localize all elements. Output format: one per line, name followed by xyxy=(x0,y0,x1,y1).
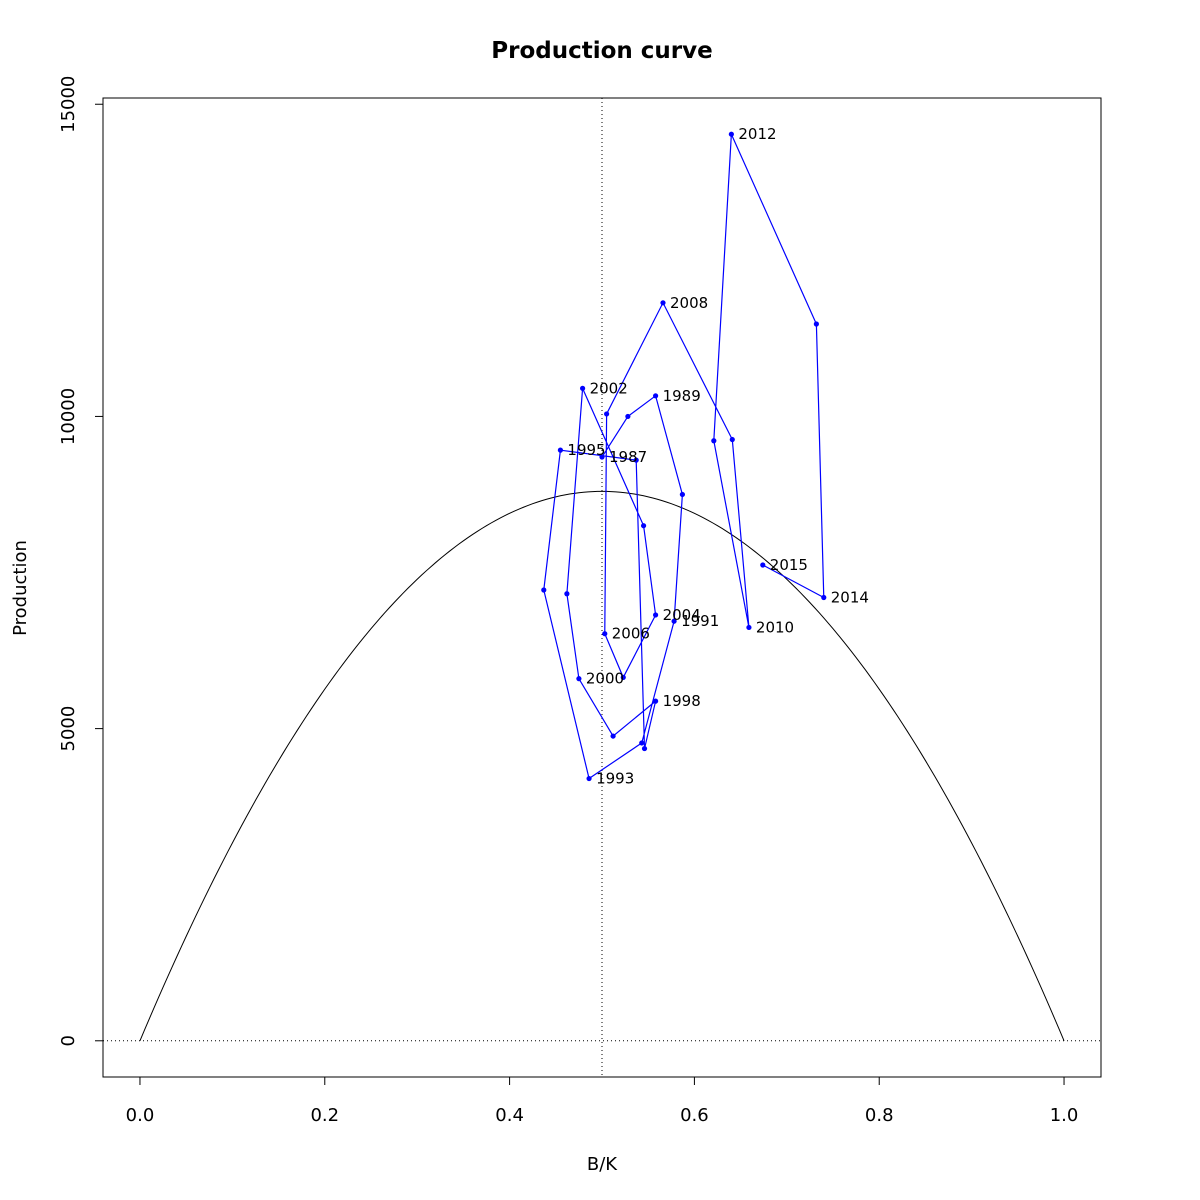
production-curve xyxy=(139,490,1065,1041)
y-tick-label: 5000 xyxy=(58,706,79,752)
data-point xyxy=(586,775,592,782)
x-tick-label: 0.6 xyxy=(680,1105,709,1126)
data-point xyxy=(729,436,735,443)
data-point xyxy=(602,631,608,637)
point-label: 1991 xyxy=(681,612,719,630)
point-labels: 1987 1989 1991 1993 1995 1998 2000 2002 2004 2006… xyxy=(567,125,869,787)
x-tick-label: 0.0 xyxy=(126,1105,155,1126)
data-point xyxy=(746,624,752,631)
data-point xyxy=(641,745,648,752)
point-label: 2010 xyxy=(756,618,794,636)
data-point xyxy=(639,740,645,746)
chart-title: Production curve xyxy=(491,38,712,64)
x-axis-label: B/K xyxy=(587,1154,618,1175)
data-point xyxy=(599,454,605,460)
x-tick-label: 1.0 xyxy=(1050,1105,1079,1126)
data-point xyxy=(711,438,717,444)
data-point xyxy=(633,457,639,463)
data-point xyxy=(660,300,666,306)
data-point xyxy=(671,618,677,624)
data-point xyxy=(576,676,582,682)
point-label: 1987 xyxy=(609,448,647,466)
data-point xyxy=(557,447,564,453)
point-label: 2014 xyxy=(831,588,869,606)
point-label: 2012 xyxy=(738,125,776,143)
x-tick-label: 0.2 xyxy=(310,1105,339,1126)
data-point xyxy=(760,562,766,568)
data-point xyxy=(652,393,659,399)
x-tick-label: 0.4 xyxy=(495,1105,524,1126)
point-label: 2004 xyxy=(663,606,701,624)
data-point xyxy=(564,591,570,597)
data-series xyxy=(541,131,827,782)
x-tick-label: 0.8 xyxy=(865,1105,894,1126)
data-point xyxy=(610,733,616,739)
point-label: 1995 xyxy=(567,441,605,459)
point-label: 1989 xyxy=(663,387,701,405)
production-curve-line xyxy=(139,490,1065,1041)
data-point xyxy=(579,385,586,391)
y-axis-label: Production xyxy=(10,540,31,636)
point-label: 2000 xyxy=(586,670,624,688)
plot-frame xyxy=(102,97,1102,1078)
data-point xyxy=(620,674,626,681)
point-label: 2015 xyxy=(770,556,808,574)
data-point xyxy=(541,587,547,593)
data-point xyxy=(640,523,647,529)
y-tick-label: 10000 xyxy=(58,388,79,445)
point-label: 2002 xyxy=(590,379,628,397)
y-tick-label: 0 xyxy=(58,1035,79,1046)
data-point xyxy=(625,413,631,420)
point-label: 2008 xyxy=(670,294,708,312)
point-label: 1998 xyxy=(663,692,701,710)
data-point xyxy=(813,321,819,327)
data-point xyxy=(821,594,827,601)
axes: 0.0 0.2 0.4 0.6 0.8 1.0 0 5000 10000 15000 xyxy=(58,76,1078,1126)
data-point xyxy=(728,131,734,137)
y-tick-label: 15000 xyxy=(58,76,79,133)
point-label: 2006 xyxy=(612,625,650,643)
data-point xyxy=(604,411,610,417)
data-point xyxy=(679,491,685,498)
data-point xyxy=(652,612,659,618)
point-label: 1993 xyxy=(596,770,634,788)
data-point xyxy=(652,698,659,704)
